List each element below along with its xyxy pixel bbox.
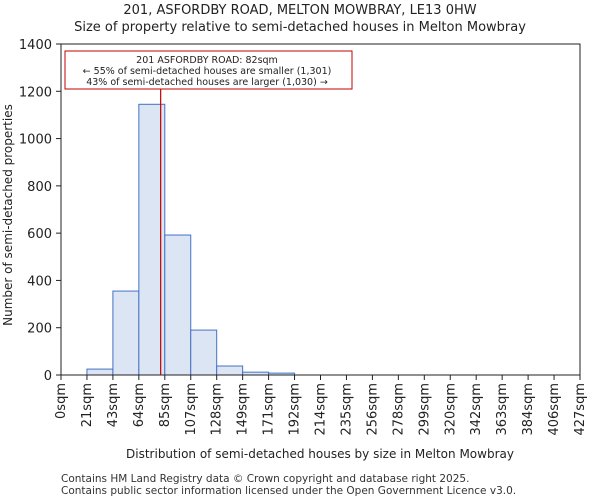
annotation-line-3: 43% of semi-detached houses are larger (… bbox=[86, 77, 328, 88]
y-tick-label: 1200 bbox=[19, 85, 52, 100]
x-tick-label: 384sqm bbox=[521, 383, 536, 436]
histogram-bar bbox=[86, 368, 114, 376]
y-axis-label: Number of semi-detached properties bbox=[1, 104, 15, 326]
y-tick-label: 0 bbox=[44, 369, 52, 384]
x-tick-label: 43sqm bbox=[106, 383, 121, 427]
x-tick-label: 235sqm bbox=[339, 383, 354, 436]
x-tick-label: 171sqm bbox=[262, 383, 277, 436]
chart-title-address: 201, ASFORDBY ROAD, MELTON MOWBRAY, LE13… bbox=[123, 3, 477, 18]
footer-licence: Contains public sector information licen… bbox=[61, 485, 517, 497]
x-tick-label: 427sqm bbox=[573, 383, 588, 436]
x-tick-label: 85sqm bbox=[158, 383, 173, 427]
y-tick-label: 1400 bbox=[19, 38, 52, 53]
x-tick-label: 363sqm bbox=[495, 383, 510, 436]
x-tick-label: 256sqm bbox=[365, 383, 380, 436]
x-tick-label: 107sqm bbox=[184, 383, 199, 436]
x-tick-label: 299sqm bbox=[417, 383, 432, 436]
y-tick-label: 200 bbox=[27, 322, 52, 337]
annotation-box: 201 ASFORDBY ROAD: 82sqm ← 55% of semi-d… bbox=[64, 50, 353, 90]
histogram-bar bbox=[112, 290, 140, 376]
x-tick-label: 278sqm bbox=[391, 383, 406, 436]
y-tick-label: 600 bbox=[27, 227, 52, 242]
chart-title: Size of property relative to semi-detach… bbox=[74, 20, 526, 35]
y-tick-label: 400 bbox=[27, 274, 52, 289]
x-tick-label: 320sqm bbox=[443, 383, 458, 436]
x-tick-label: 406sqm bbox=[547, 383, 562, 436]
annotation-border bbox=[64, 50, 353, 90]
x-axis-label: Distribution of semi-detached houses by … bbox=[126, 447, 514, 461]
x-tick-label: 149sqm bbox=[236, 383, 251, 436]
histogram-bar bbox=[216, 365, 244, 376]
annotation-line-1: 201 ASFORDBY ROAD: 82sqm bbox=[136, 55, 278, 66]
annotation-line-2: ← 55% of semi-detached houses are smalle… bbox=[83, 66, 332, 77]
x-tick-label: 21sqm bbox=[80, 383, 95, 427]
histogram-bar bbox=[190, 329, 218, 376]
x-tick-label: 128sqm bbox=[210, 383, 225, 436]
x-tick-label: 214sqm bbox=[314, 383, 329, 436]
y-tick-label: 800 bbox=[27, 180, 52, 195]
footer-copyright: Contains HM Land Registry data © Crown c… bbox=[61, 473, 470, 485]
histogram-bar bbox=[164, 234, 192, 376]
x-tick-label: 342sqm bbox=[469, 383, 484, 436]
x-tick-label: 0sqm bbox=[54, 383, 69, 419]
x-tick-label: 64sqm bbox=[132, 383, 147, 427]
y-tick-label: 1000 bbox=[19, 133, 52, 148]
x-tick-label: 192sqm bbox=[288, 383, 303, 436]
